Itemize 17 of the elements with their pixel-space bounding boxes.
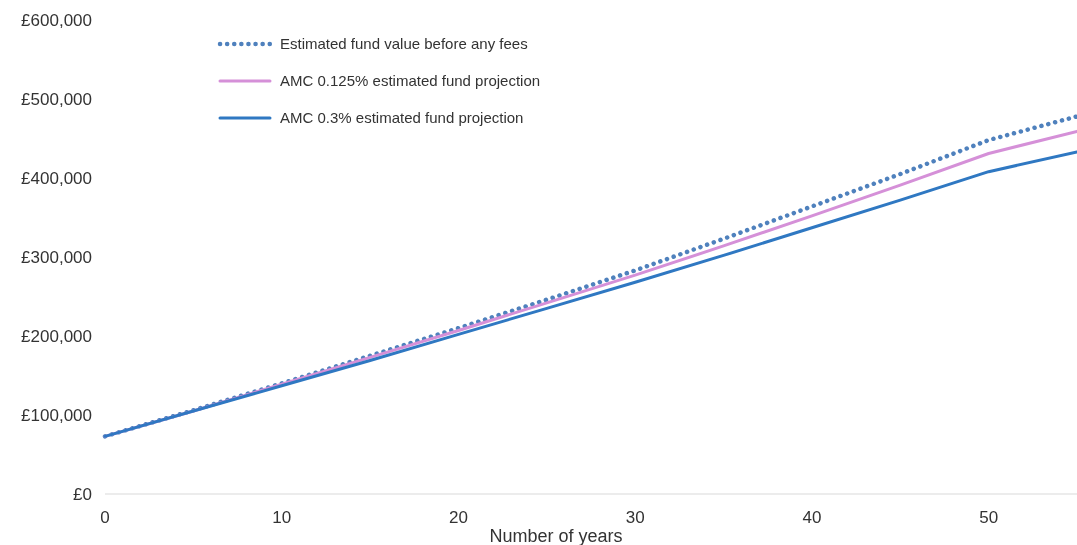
y-tick-label: £600,000 xyxy=(21,10,92,30)
legend-label: AMC 0.3% estimated fund projection xyxy=(280,109,524,127)
x-tick-label: 10 xyxy=(272,508,292,527)
x-tick-label: 50 xyxy=(979,508,999,527)
x-tick-label: 0 xyxy=(100,508,110,527)
legend-label: AMC 0.125% estimated fund projection xyxy=(280,72,541,90)
x-axis-title: Number of years xyxy=(489,526,623,545)
y-tick-label: £400,000 xyxy=(21,168,92,188)
y-tick-label: £500,000 xyxy=(21,89,92,109)
y-tick-label: £200,000 xyxy=(21,326,92,346)
x-tick-label: 20 xyxy=(448,508,468,527)
x-tick-label: 40 xyxy=(802,508,822,527)
y-tick-label: £100,000 xyxy=(21,405,92,425)
legend-label: Estimated fund value before any fees xyxy=(280,35,528,53)
x-tick-label: 30 xyxy=(625,508,645,527)
y-tick-label: £0 xyxy=(73,484,92,504)
y-tick-label: £300,000 xyxy=(21,247,92,267)
